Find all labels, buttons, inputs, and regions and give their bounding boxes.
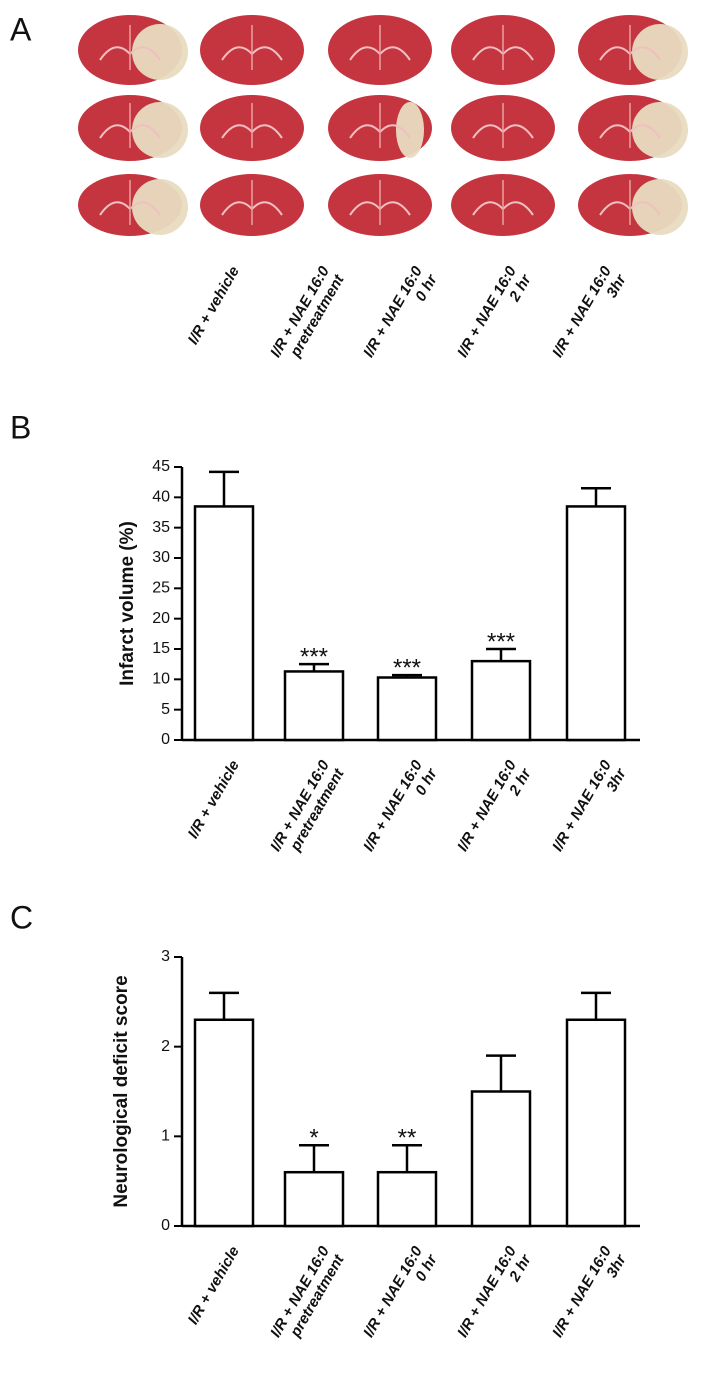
bar (470, 659, 532, 742)
significance: *** (300, 644, 328, 671)
category-line: I/R + vehicle (185, 1243, 243, 1327)
infarct (132, 24, 188, 80)
infarct (396, 102, 424, 158)
brain-slice (78, 95, 188, 161)
category-label: I/R + NAE 16:02 hr (454, 1243, 535, 1341)
category-line: I/R + NAE 16:0 (454, 263, 520, 361)
brain-slice (200, 95, 304, 161)
category-line: I/R + NAE 16:0 (360, 263, 426, 361)
significance: ** (398, 1125, 417, 1152)
brain-slice (200, 174, 304, 236)
panel-label: C (10, 899, 33, 935)
bar (193, 505, 255, 742)
bar (376, 1170, 438, 1228)
brain-slice (78, 15, 188, 85)
y-tick-label: 20 (152, 610, 170, 627)
bar (283, 1170, 345, 1228)
category-line: I/R + NAE 16:0 (454, 1243, 520, 1341)
category-line: I/R + vehicle (185, 757, 243, 841)
y-tick-label: 35 (152, 519, 170, 536)
infarct (632, 179, 688, 235)
y-axis-title: Neurological deficit score (111, 975, 132, 1207)
y-tick-label: 5 (161, 701, 170, 718)
bar (376, 676, 438, 742)
bar (283, 670, 345, 742)
significance: *** (393, 654, 421, 681)
brain-slice (328, 95, 432, 161)
category-line: I/R + NAE 16:0 (549, 1243, 615, 1341)
category-line: I/R + vehicle (185, 263, 243, 347)
y-tick-label: 1 (161, 1128, 170, 1145)
y-tick-label: 40 (152, 489, 170, 506)
category-label: I/R + vehicle (185, 263, 243, 347)
panel-label: B (10, 409, 31, 445)
bar (565, 1018, 627, 1228)
y-tick-label: 0 (161, 1217, 170, 1234)
category-line: I/R + NAE 16:0 (454, 757, 520, 855)
brain-slice (328, 174, 432, 236)
y-tick-label: 3 (161, 948, 170, 965)
category-line: I/R + NAE 16:0 (549, 757, 615, 855)
category-line: I/R + NAE 16:0 (360, 1243, 426, 1341)
y-tick-label: 0 (161, 731, 170, 748)
panel-label: A (10, 11, 32, 47)
brain-slice (578, 95, 688, 161)
category-label: I/R + NAE 16:00 hr (360, 263, 441, 361)
brain-slice (328, 15, 432, 85)
brain-slice (451, 174, 555, 236)
infarct (632, 24, 688, 80)
bar (565, 505, 627, 742)
category-label: I/R + NAE 16:00 hr (360, 757, 441, 855)
infarct (132, 102, 188, 158)
brain-slice (200, 15, 304, 85)
category-line: I/R + NAE 16:0 (549, 263, 615, 361)
category-label: I/R + NAE 16:00 hr (360, 1243, 441, 1341)
infarct (632, 102, 688, 158)
y-axis-title: Infarct volume (%) (117, 521, 138, 686)
y-tick-label: 10 (152, 671, 170, 688)
y-tick-label: 25 (152, 580, 170, 597)
y-tick-label: 15 (152, 640, 170, 657)
significance: *** (487, 628, 515, 655)
y-tick-label: 45 (152, 458, 170, 475)
brain-slice (451, 15, 555, 85)
category-line: I/R + NAE 16:0 (360, 757, 426, 855)
brain-slice (578, 174, 688, 236)
category-label: I/R + NAE 16:02 hr (454, 263, 535, 361)
category-label: I/R + vehicle (185, 1243, 243, 1327)
category-label: I/R + NAE 16:02 hr (454, 757, 535, 855)
category-label: I/R + vehicle (185, 757, 243, 841)
bar (193, 1018, 255, 1228)
brain-slice (78, 174, 188, 236)
y-tick-label: 30 (152, 549, 170, 566)
bar (470, 1090, 532, 1228)
brain-slice (578, 15, 688, 85)
y-tick-label: 2 (161, 1038, 170, 1055)
infarct (132, 179, 188, 235)
significance: * (309, 1125, 318, 1152)
brain-slice (451, 95, 555, 161)
